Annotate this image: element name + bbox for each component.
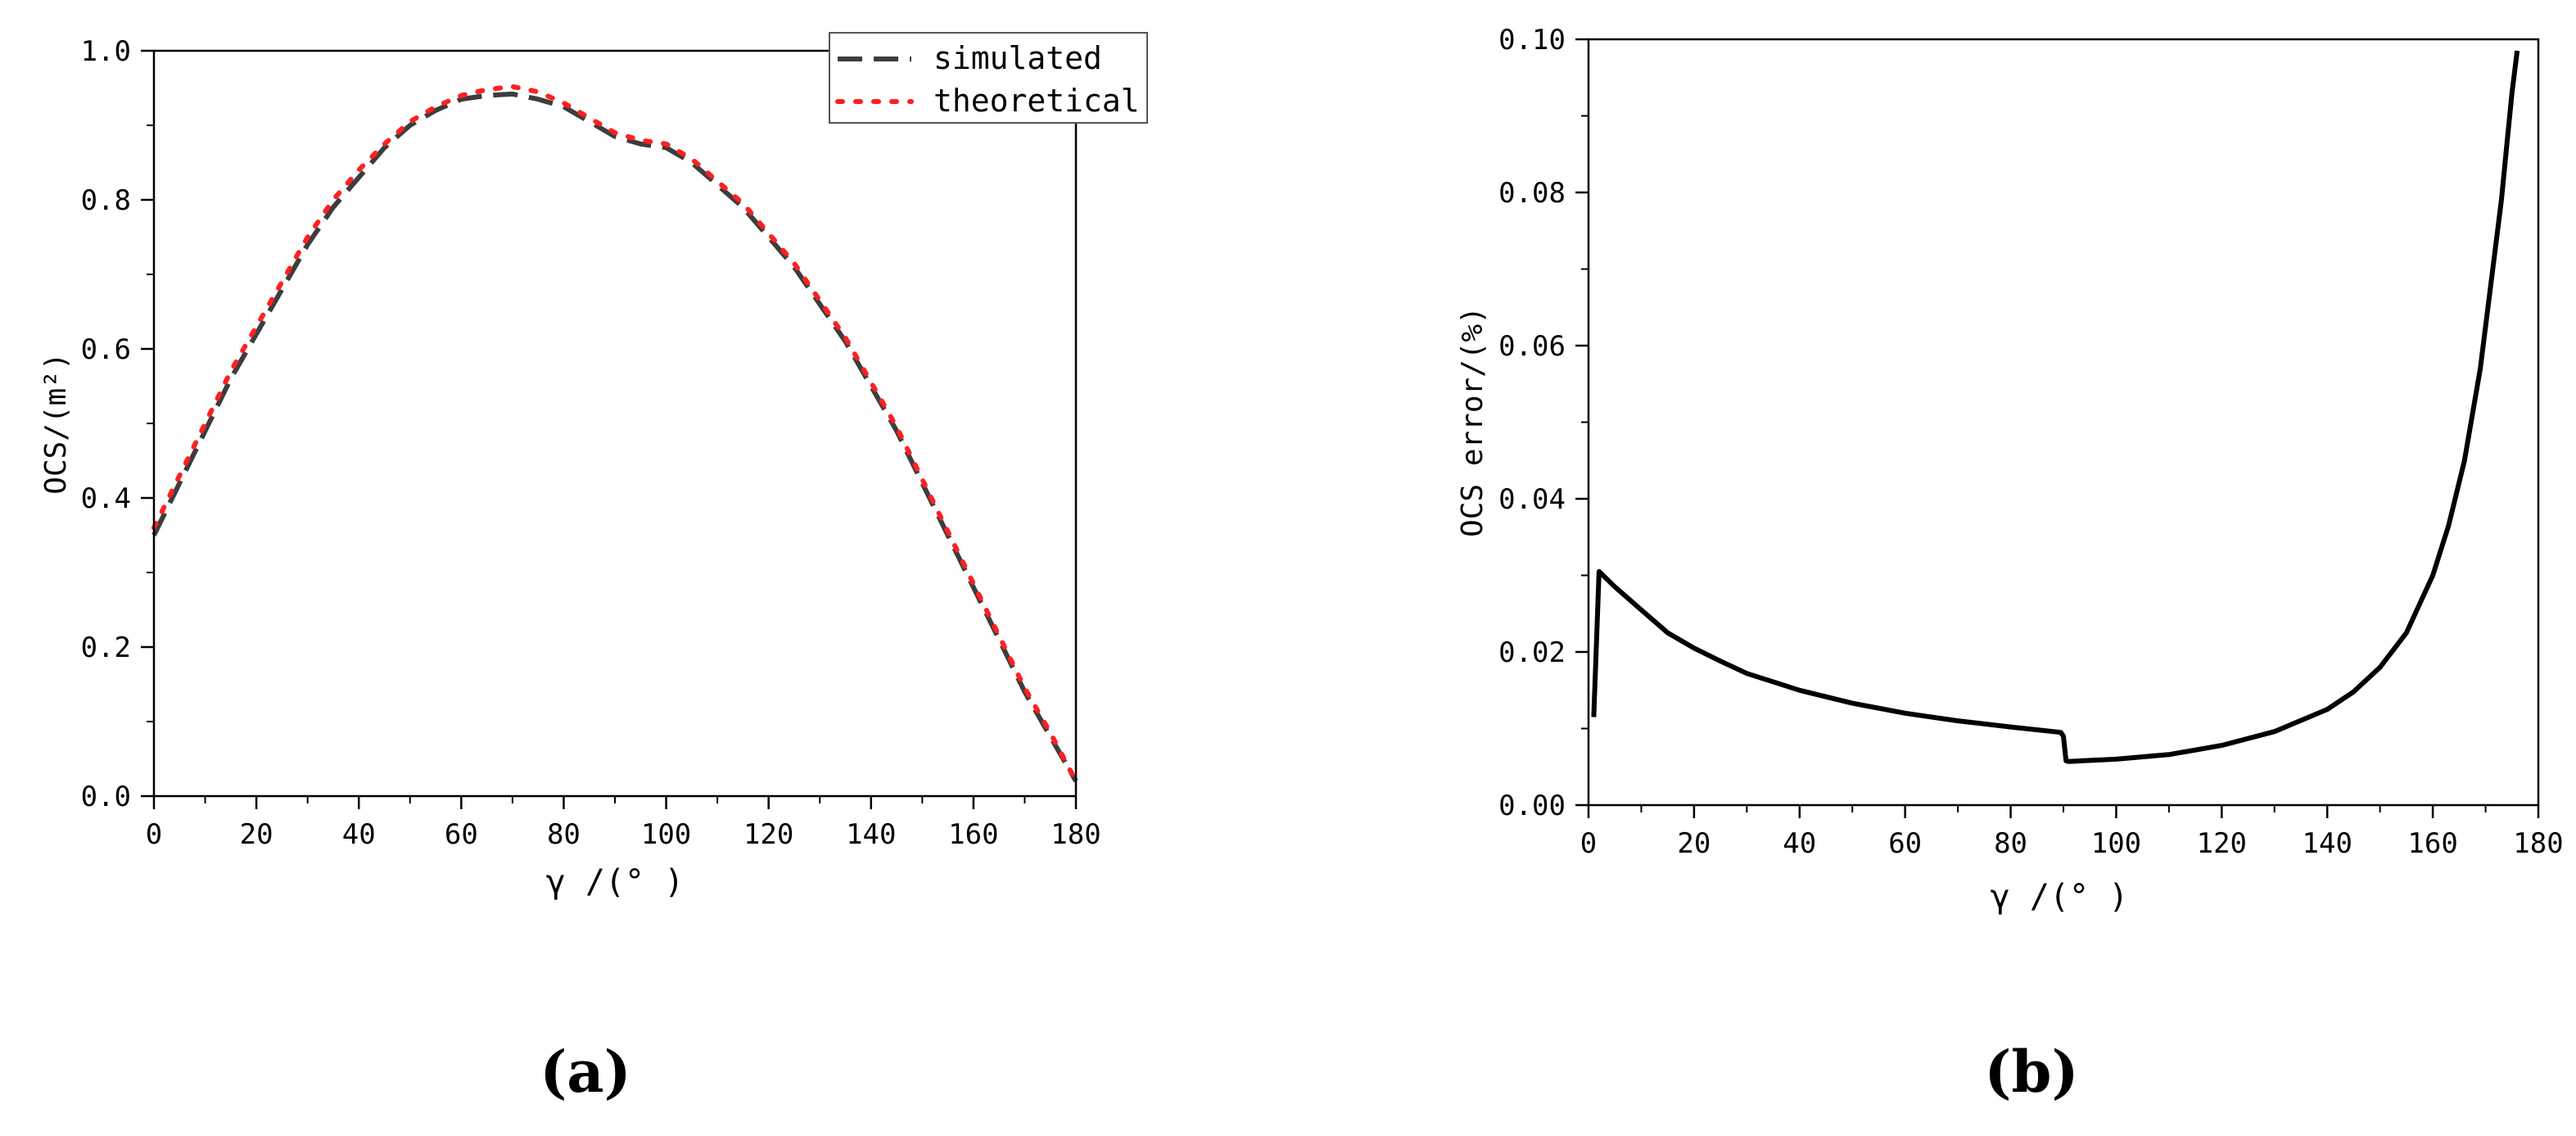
chart-a-series-theoretical xyxy=(151,84,1078,784)
x-tick-label: 120 xyxy=(2197,827,2247,860)
y-tick-label: 0.02 xyxy=(1498,636,1566,669)
chart-a-ticks: 0 20 40 60 80 100 120 140 160 180 0.0 0.2 0.4 0.6 0.8 1… xyxy=(81,35,1101,851)
x-tick-label: 180 xyxy=(2513,827,2563,860)
chart-a-series-simulated xyxy=(151,91,1078,783)
x-tick-label: 0 xyxy=(146,818,162,851)
x-tick-label: 60 xyxy=(1888,827,1922,860)
x-tick-label: 60 xyxy=(445,818,478,851)
chart-b-ticks: 0 20 40 60 80 100 120 140 160 180 0.00 0.02 0.04 0.06… xyxy=(1498,24,2564,860)
y-tick-label: 0.4 xyxy=(81,482,131,515)
y-tick-label: 0.6 xyxy=(81,333,131,366)
x-tick-label: 0 xyxy=(1580,827,1597,860)
chart-b-marks xyxy=(1591,50,2520,764)
x-tick-label: 160 xyxy=(948,818,998,851)
y-tick-label: 0.04 xyxy=(1498,483,1566,516)
x-tick-label: 160 xyxy=(2407,827,2457,860)
x-tick-label: 100 xyxy=(2091,827,2141,860)
legend-simulated-label: simulated xyxy=(933,40,1102,76)
y-tick-label: 0.10 xyxy=(1498,24,1566,57)
chart-b-xlabel: γ /(° ) xyxy=(1991,878,2129,916)
y-tick-label: 0.08 xyxy=(1498,177,1566,210)
x-tick-label: 20 xyxy=(240,818,273,851)
y-tick-label: 0.2 xyxy=(81,631,131,664)
x-tick-label: 80 xyxy=(547,818,581,851)
y-tick-label: 0.0 xyxy=(81,781,131,813)
y-tick-label: 0.8 xyxy=(81,184,131,217)
panel-a-label: (a) xyxy=(540,1038,631,1106)
chart-a-plot-frame xyxy=(152,49,1078,798)
x-tick-label: 100 xyxy=(641,818,691,851)
y-tick-label: 0.06 xyxy=(1498,330,1566,363)
x-tick-label: 140 xyxy=(846,818,896,851)
x-tick-label: 120 xyxy=(743,818,793,851)
chart-a-ylabel: OCS/(m²) xyxy=(39,352,73,494)
legend-box xyxy=(829,32,1148,124)
legend-theoretical-label: theoretical xyxy=(933,83,1140,119)
chart-a-legend: simulated theoretical xyxy=(829,32,1148,124)
x-tick-label: 40 xyxy=(1783,827,1816,860)
chart-a: 0 20 40 60 80 100 120 140 160 180 0.0 0.2 0.4 0.6 0.8 1… xyxy=(39,32,1148,1106)
chart-a-xlabel: γ /(° ) xyxy=(546,863,685,901)
y-tick-label: 1.0 xyxy=(81,35,131,68)
chart-b-ylabel: OCS error/(%) xyxy=(1456,306,1489,537)
panel-b-label: (b) xyxy=(1984,1038,2078,1106)
x-tick-label: 40 xyxy=(342,818,376,851)
chart-a-marks xyxy=(151,84,1078,784)
x-tick-label: 80 xyxy=(1994,827,2027,860)
x-tick-label: 20 xyxy=(1677,827,1711,860)
chart-b-series-line xyxy=(1591,50,2520,764)
x-tick-label: 180 xyxy=(1051,818,1100,851)
x-tick-label: 140 xyxy=(2303,827,2352,860)
chart-b: 0 20 40 60 80 100 120 140 160 180 0.00 0.02 0.04 0.06… xyxy=(1456,24,2564,1106)
chart-b-plot-frame xyxy=(1587,38,2540,807)
y-tick-label: 0.00 xyxy=(1498,790,1566,822)
